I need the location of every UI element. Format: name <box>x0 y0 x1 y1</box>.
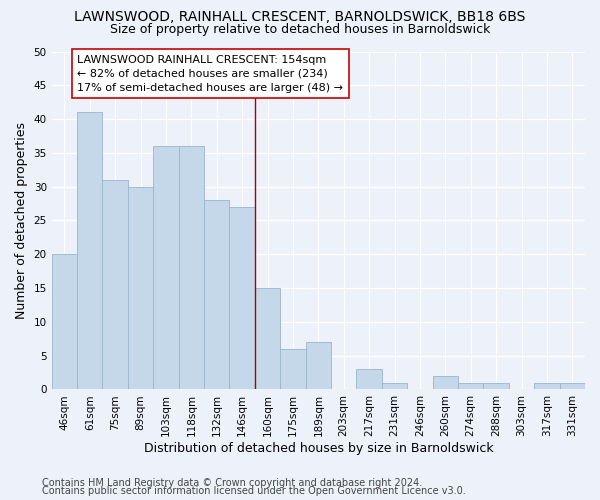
X-axis label: Distribution of detached houses by size in Barnoldswick: Distribution of detached houses by size … <box>143 442 493 455</box>
Bar <box>382 382 407 390</box>
Bar <box>255 288 280 390</box>
Text: Contains HM Land Registry data © Crown copyright and database right 2024.: Contains HM Land Registry data © Crown c… <box>42 478 422 488</box>
Bar <box>77 112 103 390</box>
Bar <box>103 180 128 390</box>
Text: LAWNSWOOD, RAINHALL CRESCENT, BARNOLDSWICK, BB18 6BS: LAWNSWOOD, RAINHALL CRESCENT, BARNOLDSWI… <box>74 10 526 24</box>
Bar <box>484 382 509 390</box>
Bar <box>229 207 255 390</box>
Bar <box>179 146 204 390</box>
Y-axis label: Number of detached properties: Number of detached properties <box>15 122 28 319</box>
Bar <box>458 382 484 390</box>
Bar <box>52 254 77 390</box>
Text: LAWNSWOOD RAINHALL CRESCENT: 154sqm
← 82% of detached houses are smaller (234)
1: LAWNSWOOD RAINHALL CRESCENT: 154sqm ← 82… <box>77 55 343 93</box>
Bar <box>204 200 229 390</box>
Bar <box>305 342 331 390</box>
Bar <box>128 186 153 390</box>
Bar <box>356 369 382 390</box>
Bar <box>534 382 560 390</box>
Text: Size of property relative to detached houses in Barnoldswick: Size of property relative to detached ho… <box>110 22 490 36</box>
Text: Contains public sector information licensed under the Open Government Licence v3: Contains public sector information licen… <box>42 486 466 496</box>
Bar <box>560 382 585 390</box>
Bar <box>280 349 305 390</box>
Bar <box>433 376 458 390</box>
Bar <box>153 146 179 390</box>
